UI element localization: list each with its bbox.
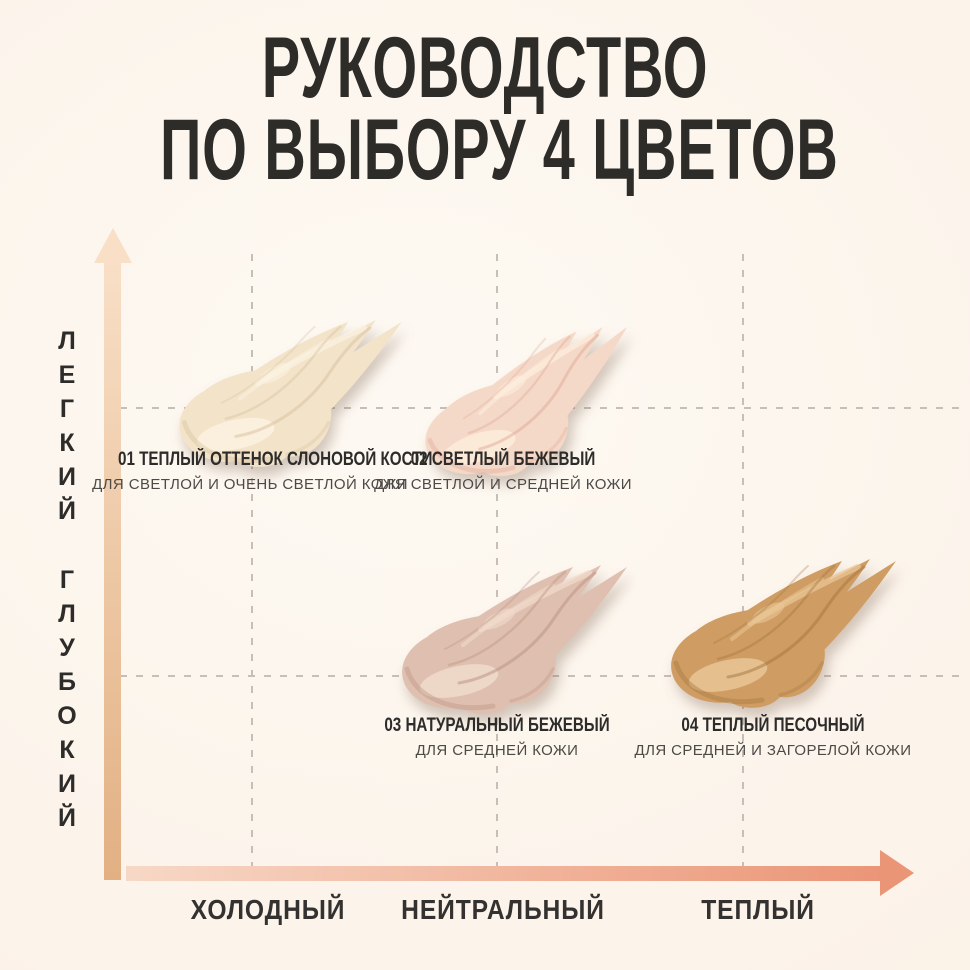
shade-title: СВЕТЛЫЙ БЕЖЕВЫЙ bbox=[431, 449, 596, 470]
shade-name: 02 СВЕТЛЫЙ БЕЖЕВЫЙ bbox=[395, 449, 611, 471]
foundation-smear-icon bbox=[671, 559, 896, 708]
foundation-smear-icon bbox=[402, 565, 627, 714]
shade-number: 02 bbox=[410, 449, 428, 470]
page-title-line1: РУКОВОДСТВО bbox=[261, 20, 709, 116]
shade-title: ТЕПЛЫЙ ОТТЕНОК СЛОНОВОЙ КОСТИ bbox=[139, 449, 433, 470]
shade-skin-type: ДЛЯ СРЕДНЕЙ И ЗАГОРЕЛОЙ КОЖИ bbox=[634, 742, 912, 759]
shade-skin-type: ДЛЯ СВЕТЛОЙ И ОЧЕНЬ СВЕТЛОЙ КОЖИ bbox=[92, 476, 408, 493]
shade-number: 01 bbox=[118, 449, 135, 470]
x-axis-arrow-icon bbox=[880, 850, 914, 896]
y-axis-label-deep: ГЛУБОКИЙ bbox=[53, 566, 81, 838]
shade-name: 04 ТЕПЛЫЙ ПЕСОЧНЫЙ bbox=[645, 715, 901, 737]
shade-smear-04 bbox=[658, 559, 906, 709]
foundation-smear-icon bbox=[179, 320, 402, 467]
shade-skin-type: ДЛЯ СВЕТЛОЙ И СРЕДНЕЙ КОЖИ bbox=[374, 476, 632, 493]
grid-dashed-vertical-neutral bbox=[496, 254, 498, 866]
shade-skin-type: ДЛЯ СРЕДНЕЙ КОЖИ bbox=[415, 742, 579, 759]
shade-label-02: 02 СВЕТЛЫЙ БЕЖЕВЫЙ ДЛЯ СВЕТЛОЙ И СРЕДНЕЙ… bbox=[368, 449, 638, 493]
y-axis-line bbox=[104, 261, 121, 880]
shade-title: ТЕПЛЫЙ ПЕСОЧНЫЙ bbox=[702, 715, 865, 736]
shade-name: 01 ТЕПЛЫЙ ОТТЕНОК СЛОНОВОЙ КОСТИ bbox=[118, 449, 432, 471]
shade-title: НАТУРАЛЬНЫЙ БЕЖЕВЫЙ bbox=[405, 715, 610, 736]
x-axis-label-neutral: НЕЙТРАЛЬНЫЙ bbox=[401, 894, 605, 925]
shade-number: 03 bbox=[384, 715, 402, 736]
y-axis-label-light: ЛЕГКИЙ bbox=[53, 327, 81, 531]
x-axis-line bbox=[126, 866, 882, 881]
grid-dashed-vertical-cool bbox=[251, 254, 253, 866]
shade-smear-01 bbox=[170, 320, 408, 468]
x-axis-label-cool: ХОЛОДНЫЙ bbox=[190, 894, 346, 925]
page-title-line2: ПО ВЫБОРУ 4 ЦВЕТОВ bbox=[160, 101, 839, 198]
y-axis-arrow-icon bbox=[94, 228, 132, 263]
grid-dashed-vertical-warm bbox=[742, 254, 744, 866]
page-title: РУКОВОДСТВО ПО ВЫБОРУ 4 ЦВЕТОВ bbox=[0, 20, 970, 198]
shade-smear-03 bbox=[392, 565, 634, 715]
x-axis-label-warm: ТЕПЛЫЙ bbox=[701, 894, 815, 925]
shade-label-03: 03 НАТУРАЛЬНЫЙ БЕЖЕВЫЙ ДЛЯ СРЕДНЕЙ КОЖИ bbox=[347, 715, 647, 759]
shade-label-04: 04 ТЕПЛЫЙ ПЕСОЧНЫЙ ДЛЯ СРЕДНЕЙ И ЗАГОРЕЛ… bbox=[613, 715, 933, 759]
shade-number: 04 bbox=[681, 715, 699, 736]
shade-name: 03 НАТУРАЛЬНЫЙ БЕЖЕВЫЙ bbox=[377, 715, 617, 737]
shade-label-01: 01 ТЕПЛЫЙ ОТТЕНОК СЛОНОВОЙ КОСТИ ДЛЯ СВЕ… bbox=[85, 449, 432, 493]
